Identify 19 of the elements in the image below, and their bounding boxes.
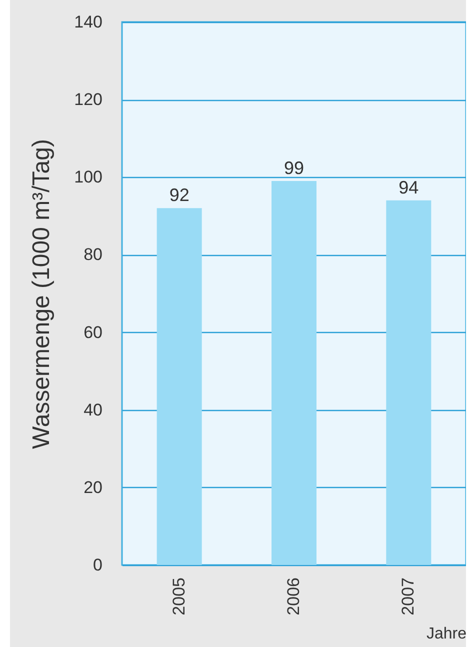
data-label: 99 bbox=[284, 158, 304, 178]
bar bbox=[272, 181, 316, 565]
x-tick-label: 2007 bbox=[398, 578, 418, 616]
y-tick-label: 0 bbox=[93, 556, 102, 574]
x-tick-label: 2005 bbox=[169, 578, 188, 616]
y-tick-label: 60 bbox=[84, 322, 102, 342]
bar bbox=[386, 200, 432, 565]
y-tick-label: 140 bbox=[74, 12, 102, 32]
y-axis-title: Wassermenge (1000 m³/Tag) bbox=[28, 139, 56, 449]
y-tick-label: 80 bbox=[84, 245, 102, 264]
data-label: 94 bbox=[398, 177, 419, 198]
y-tick-label: 20 bbox=[84, 478, 102, 497]
bar bbox=[156, 208, 202, 565]
data-label: 92 bbox=[169, 185, 190, 206]
y-tick-label: 120 bbox=[74, 90, 102, 110]
x-tick-label: 2006 bbox=[284, 578, 303, 616]
x-axis-title: Jahre bbox=[426, 626, 467, 642]
y-tick-label: 100 bbox=[74, 168, 102, 187]
y-tick-label: 40 bbox=[84, 400, 102, 420]
